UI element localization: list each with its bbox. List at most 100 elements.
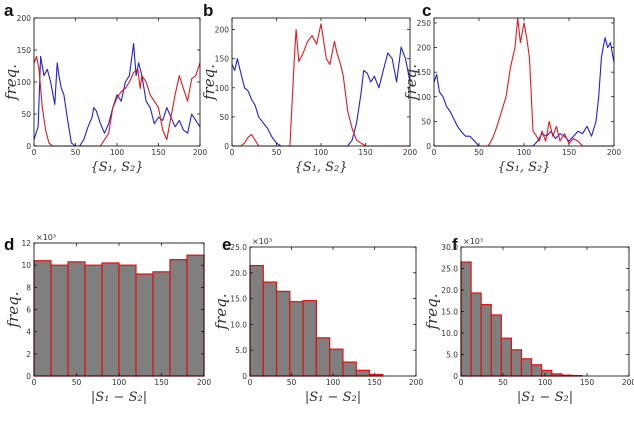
x-axis-label: |S₁ − S₂| xyxy=(91,390,147,405)
histogram-bar xyxy=(169,259,188,377)
x-axis-label: {S₁, S₂} xyxy=(294,160,347,175)
x-tick-label: 0 xyxy=(32,148,37,157)
x-tick-label: 200 xyxy=(193,148,208,157)
y-tick-label: 4 xyxy=(26,328,31,337)
x-tick-label: 100 xyxy=(314,148,329,157)
x-tick-label: 50 xyxy=(498,378,508,387)
x-tick-label: 50 xyxy=(272,148,282,157)
panel-letter: b xyxy=(203,1,213,20)
series-line-red xyxy=(33,55,201,147)
y-tick-label: 5.0 xyxy=(235,346,247,355)
panel-d: d 0 50 100 150 200 0 2 4 6 8 10 12 ×10³ |S₁ − S₂| freq. xyxy=(4,233,211,405)
x-tick-label: 200 xyxy=(197,378,212,387)
y-tick-label: 20.0 xyxy=(230,269,247,278)
y-tick-label: 50 xyxy=(219,113,229,122)
histogram-bar xyxy=(118,264,137,377)
y-tick-label: 50 xyxy=(421,117,431,126)
y-tick-label: 5.0 xyxy=(446,351,458,360)
histogram-bar xyxy=(152,271,171,377)
histogram-bar xyxy=(262,281,278,377)
y-tick-label: 6 xyxy=(26,306,31,315)
y-tick-label: 12 xyxy=(21,239,31,248)
panel-b: b 0 50 100 150 200 0 50 100 150 200 {S₁, S₂} freq. xyxy=(200,1,417,175)
histogram-bar xyxy=(33,260,52,377)
panel-letter: a xyxy=(4,1,14,20)
x-tick-label: 0 xyxy=(230,148,235,157)
y-axis-label: freq. xyxy=(2,64,20,101)
axes-frame xyxy=(231,17,411,147)
y-axis-label: freq. xyxy=(402,64,420,101)
histogram-bar xyxy=(342,361,357,377)
y-tick-label: 10.0 xyxy=(230,320,247,329)
y-multiplier: ×10³ xyxy=(252,237,272,246)
y-tick-label: 0 xyxy=(426,142,431,151)
y-tick-label: 25.0 xyxy=(230,243,247,252)
x-tick-label: 150 xyxy=(580,378,595,387)
x-tick-label: 100 xyxy=(517,148,532,157)
y-tick-label: 25.0 xyxy=(441,265,458,274)
y-tick-label: 20.0 xyxy=(441,286,458,295)
y-multiplier: ×10³ xyxy=(463,237,483,246)
x-tick-label: 0 xyxy=(432,148,437,157)
x-tick-label: 50 xyxy=(72,378,82,387)
histogram-bar xyxy=(315,337,331,377)
y-tick-label: 0 xyxy=(453,372,458,381)
panel-letter: c xyxy=(422,1,431,20)
histogram-bar xyxy=(470,292,482,377)
x-axis-label: {S₁, S₂} xyxy=(90,160,143,175)
x-tick-label: 200 xyxy=(607,148,622,157)
x-tick-label: 50 xyxy=(287,378,297,387)
y-tick-label: 150 xyxy=(17,46,32,55)
panel-f: f 0 50 100 150 200 0 5.0 10.0 15.0 20.0 25.0 30.0 ×10… xyxy=(423,235,634,405)
y-axis-label: freq. xyxy=(4,292,22,329)
histogram-bar xyxy=(490,314,502,377)
histogram-bar xyxy=(355,369,371,377)
y-tick-label: 0 xyxy=(242,372,247,381)
histogram-bar xyxy=(186,254,205,377)
histogram-bar xyxy=(520,358,533,377)
y-tick-label: 100 xyxy=(17,78,32,87)
y-tick-label: 10 xyxy=(21,261,31,270)
histogram-bar xyxy=(500,337,513,377)
y-tick-label: 150 xyxy=(215,55,230,64)
y-tick-label: 100 xyxy=(417,93,432,102)
panel-e: e 0 50 100 150 200 0 5.0 10.0 15.0 20.0 25.0 ×10³ |S₁… xyxy=(212,235,423,405)
panel-letter: f xyxy=(452,235,458,254)
x-tick-label: 100 xyxy=(326,378,341,387)
x-tick-label: 150 xyxy=(358,148,373,157)
panel-c: c 0 50 100 150 200 0 50 100 150 200 250 {S₁, S₂} freq… xyxy=(402,1,621,175)
x-tick-label: 200 xyxy=(622,378,634,387)
histogram-bar xyxy=(480,304,492,377)
histogram-bar xyxy=(460,261,472,377)
y-tick-label: 15.0 xyxy=(441,308,458,317)
histogram-bar xyxy=(50,264,69,377)
panel-a: a 0 50 100 150 200 0 50 100 150 200 {S₁, S₂} freq. xyxy=(2,1,207,175)
x-tick-label: 150 xyxy=(151,148,166,157)
y-tick-label: 2 xyxy=(26,350,31,359)
y-tick-label: 50 xyxy=(21,110,31,119)
histogram-bar xyxy=(530,364,543,377)
y-tick-label: 8 xyxy=(26,283,31,292)
x-tick-label: 150 xyxy=(367,378,382,387)
histogram-bar xyxy=(135,273,154,377)
x-axis-label: |S₁ − S₂| xyxy=(517,390,573,405)
y-tick-label: 150 xyxy=(417,68,432,77)
histogram-bar xyxy=(249,264,264,377)
histogram-bar xyxy=(510,349,523,377)
series-line-red xyxy=(232,23,410,147)
y-tick-label: 15.0 xyxy=(230,295,247,304)
y-tick-label: 200 xyxy=(17,14,32,23)
histogram-bar xyxy=(329,348,344,377)
x-tick-label: 100 xyxy=(112,378,127,387)
y-tick-label: 10.0 xyxy=(441,329,458,338)
histogram-bar xyxy=(289,301,304,377)
panel-letter: e xyxy=(222,235,231,254)
x-axis-label: {S₁, S₂} xyxy=(497,160,550,175)
x-tick-label: 0 xyxy=(32,378,37,387)
x-tick-label: 100 xyxy=(110,148,125,157)
histogram-bar xyxy=(101,262,120,377)
y-axis-label: freq. xyxy=(200,64,218,101)
histogram-bar xyxy=(302,300,317,377)
x-tick-label: 50 xyxy=(71,148,81,157)
